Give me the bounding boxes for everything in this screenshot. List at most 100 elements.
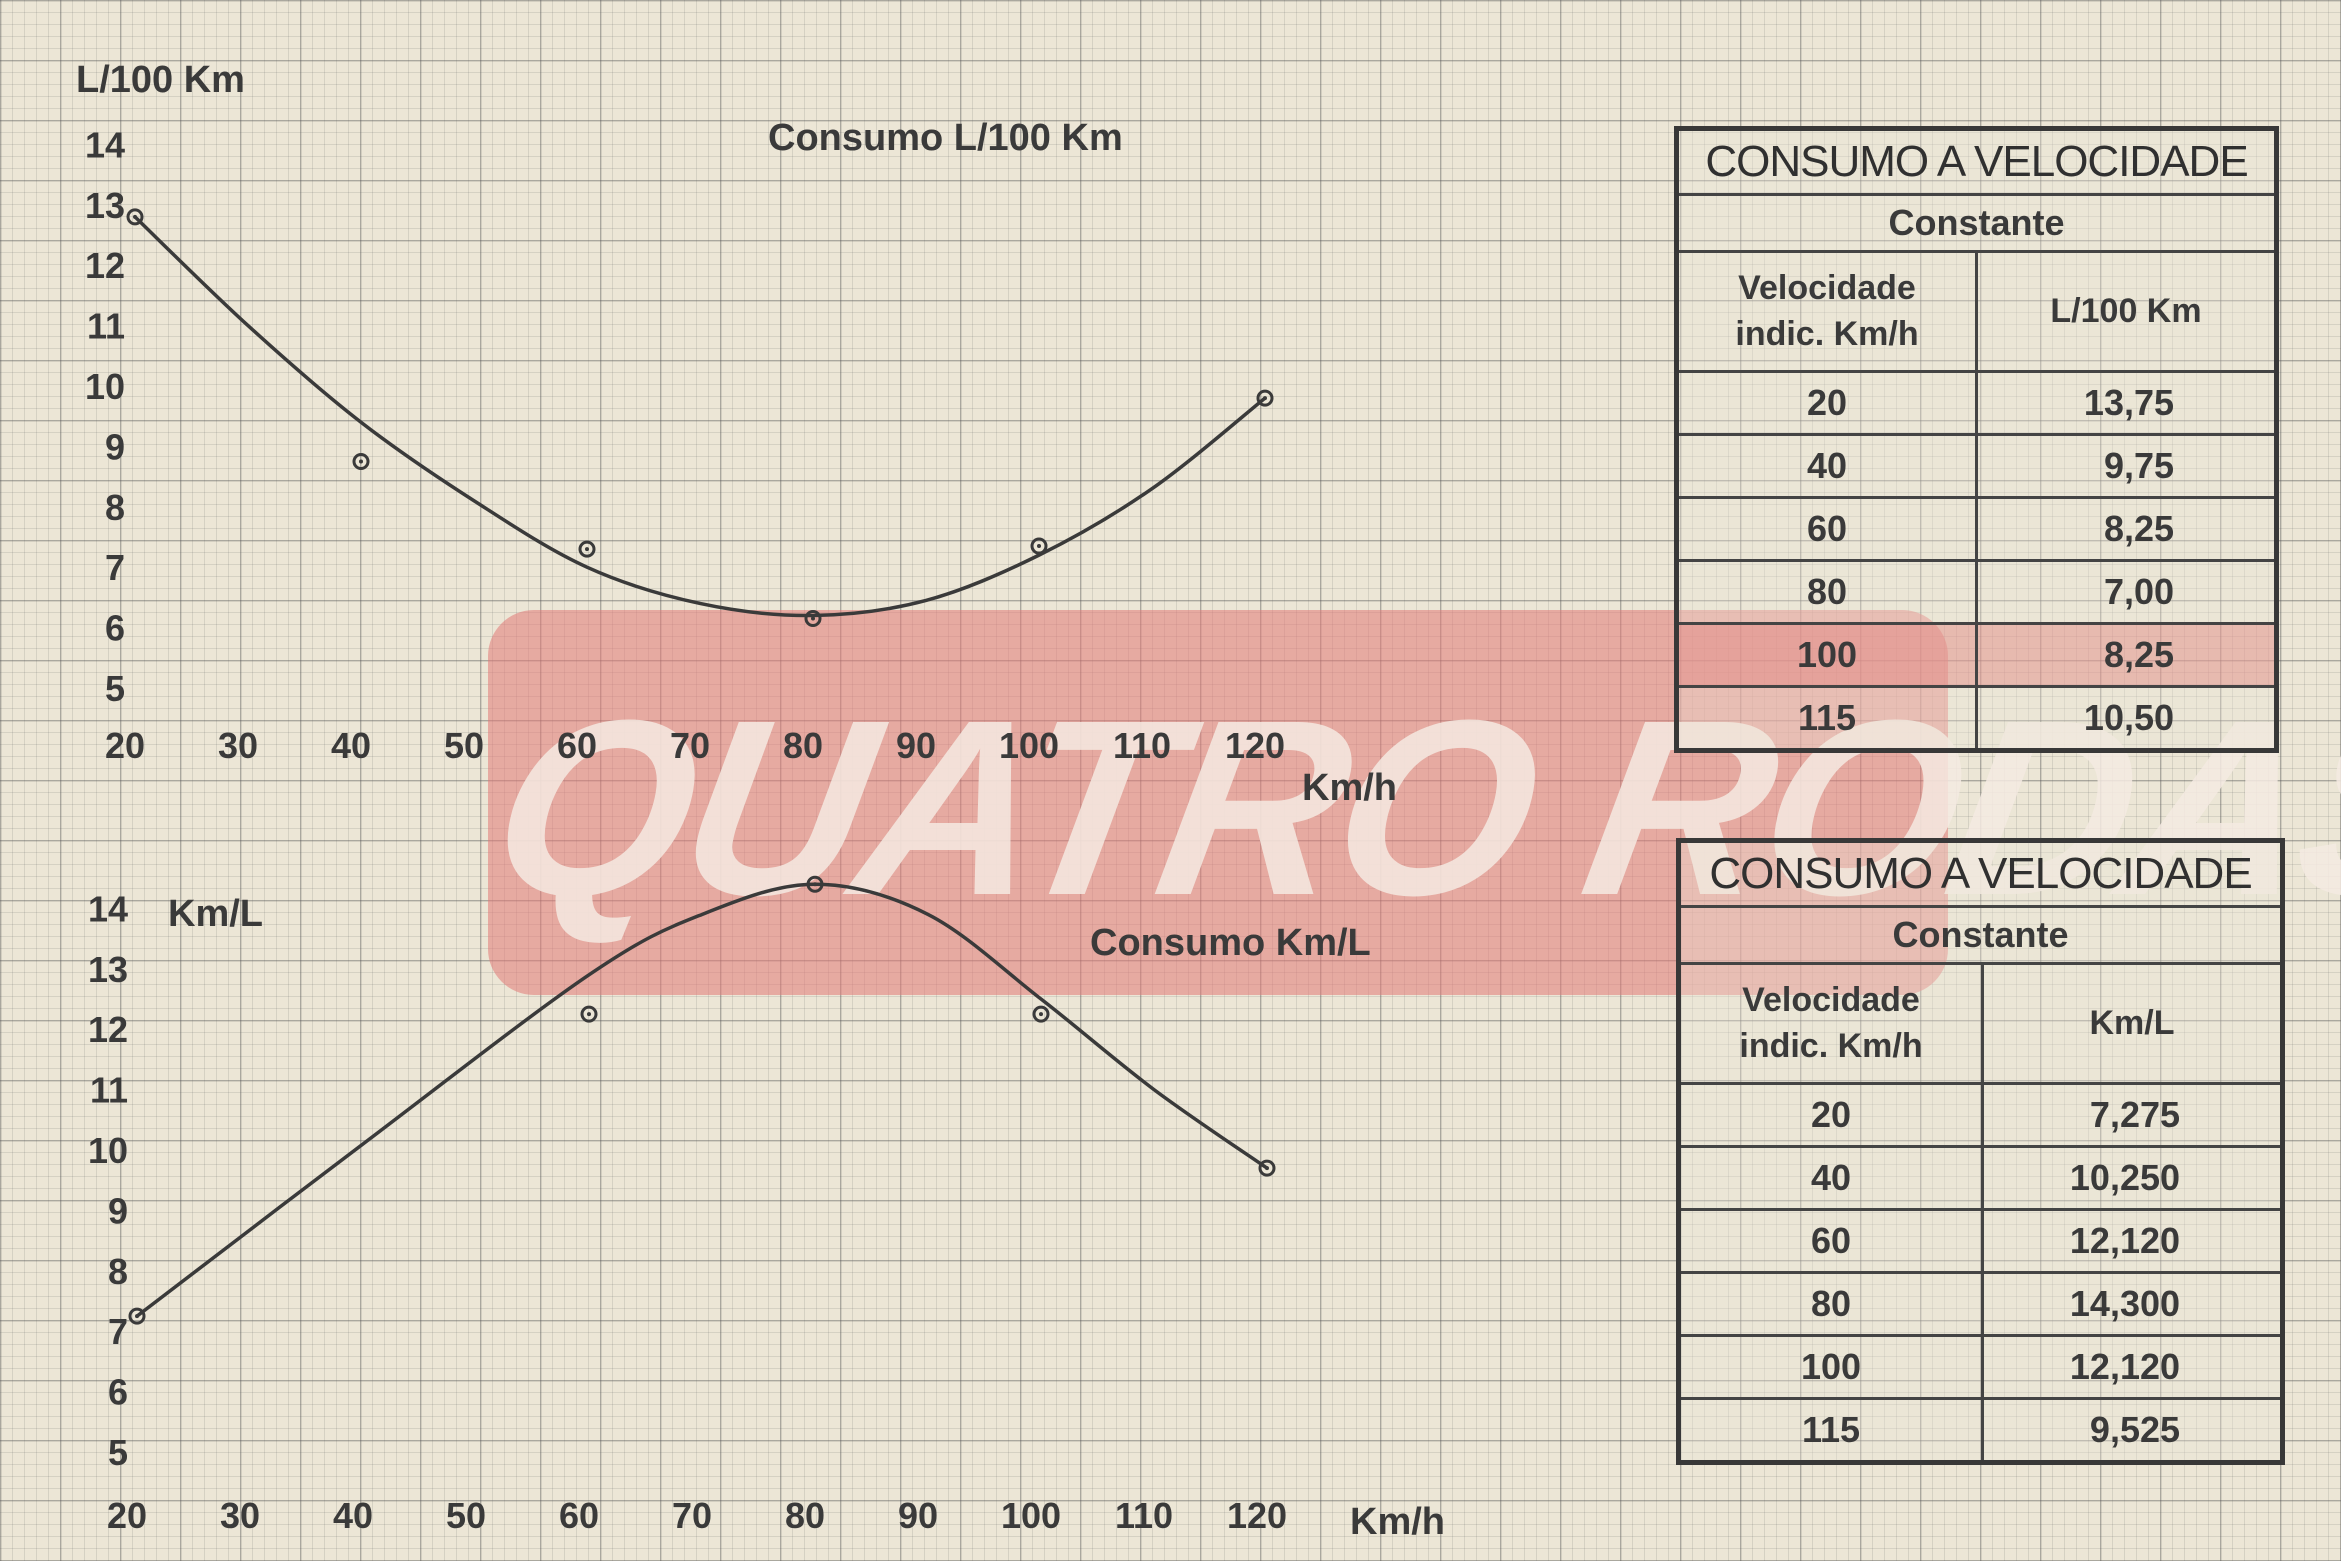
- chart-title: Consumo Km/L: [1090, 922, 1371, 964]
- speed-cell: 40: [1677, 1145, 1984, 1211]
- y-tick-label: 10: [85, 366, 125, 407]
- consumption-cell: 12,120: [1980, 1208, 2285, 1274]
- table-subtitle: Constante: [1676, 905, 2285, 965]
- table-row: 115 9,525: [1677, 1397, 2285, 1464]
- table-row: 80 7,00: [1675, 559, 2279, 625]
- x-tick-label: 100: [1001, 1495, 1061, 1536]
- speed-cell: 20: [1675, 370, 1978, 436]
- table-row: 40 9,75: [1675, 433, 2279, 499]
- table-row: 20 7,275: [1677, 1082, 2285, 1148]
- x-tick-label: 90: [898, 1495, 938, 1536]
- consumption-cell: 9,525: [1980, 1397, 2285, 1464]
- speed-cell: 20: [1677, 1082, 1984, 1148]
- data-point: [580, 1005, 598, 1023]
- column-header-speed: Velocidade indic. Km/h: [1675, 250, 1978, 373]
- x-tick-label: 120: [1227, 1495, 1287, 1536]
- column-header-speed: Velocidade indic. Km/h: [1677, 962, 1984, 1085]
- data-point-center: [1037, 544, 1041, 549]
- x-axis-label: Km/h: [1350, 1501, 1445, 1543]
- speed-cell: 100: [1675, 622, 1978, 688]
- consumption-cell: 13,75: [1974, 370, 2279, 436]
- table-title: CONSUMO A VELOCIDADE: [1674, 127, 2279, 196]
- y-tick-label: 12: [88, 1009, 128, 1050]
- chart-l-per-100km: Consumo L/100 Km L/100 Km Km/h 14 13 12 11 10 9 8…: [76, 59, 1397, 809]
- y-tick-label: 13: [88, 949, 128, 990]
- table-row: 60 12,120: [1677, 1208, 2285, 1274]
- data-point-center: [133, 214, 137, 219]
- x-tick-label: 20: [105, 725, 145, 766]
- speed-cell: 100: [1677, 1334, 1984, 1400]
- x-tick-label: 60: [557, 725, 597, 766]
- consumption-cell: 10,250: [1980, 1145, 2285, 1211]
- data-point: [1258, 1159, 1276, 1177]
- consumption-cell: 9,75: [1974, 433, 2279, 499]
- column-header-consumption: L/100 Km: [1974, 250, 2279, 373]
- data-point-center: [585, 547, 589, 552]
- column-header-consumption: Km/L: [1980, 962, 2285, 1085]
- x-tick-label: 30: [218, 725, 258, 766]
- data-point-center: [587, 1012, 591, 1017]
- y-tick-label: 11: [90, 1070, 128, 1111]
- x-tick-label: 80: [785, 1495, 825, 1536]
- y-tick-label: 14: [85, 124, 125, 165]
- y-tick-label: 14: [88, 888, 128, 929]
- x-tick-label: 70: [670, 725, 710, 766]
- y-tick-label: 13: [85, 185, 125, 226]
- x-tick-label: 50: [446, 1495, 486, 1536]
- data-point: [804, 610, 822, 628]
- y-tick-label: 7: [105, 547, 125, 588]
- data-point: [126, 208, 144, 226]
- x-axis-label: Km/h: [1302, 767, 1397, 809]
- consumption-cell: 12,120: [1980, 1334, 2285, 1400]
- x-tick-label: 110: [1115, 1495, 1173, 1536]
- data-point: [1256, 389, 1274, 407]
- data-point-center: [811, 616, 815, 621]
- speed-cell: 40: [1675, 433, 1978, 499]
- table-l-per-100km: CONSUMO A VELOCIDADE Constante Velocidad…: [1674, 126, 2280, 753]
- y-tick-label: 8: [105, 487, 125, 528]
- table-row: 80 14,300: [1677, 1271, 2285, 1337]
- y-tick-label: 9: [108, 1190, 128, 1231]
- table-km-per-l: CONSUMO A VELOCIDADE Constante Velocidad…: [1676, 838, 2286, 1465]
- y-tick-label: 9: [105, 426, 125, 467]
- consumption-cell: 8,25: [1974, 496, 2279, 562]
- table-subtitle: Constante: [1674, 193, 2279, 253]
- consumption-cell: 14,300: [1980, 1271, 2285, 1337]
- table-row: 100 8,25: [1675, 622, 2279, 688]
- y-tick-label: 5: [105, 668, 125, 709]
- x-tick-label: 110: [1113, 725, 1171, 766]
- data-point-center: [1039, 1012, 1043, 1017]
- data-point-center: [359, 459, 363, 464]
- consumption-cell: 10,50: [1974, 685, 2279, 752]
- speed-cell: 80: [1675, 559, 1978, 625]
- speed-cell: 115: [1675, 685, 1978, 752]
- series-line: [135, 882, 1268, 1318]
- y-tick-label: 5: [108, 1432, 128, 1473]
- data-point: [806, 875, 824, 893]
- y-axis-label: Km/L: [168, 893, 263, 935]
- data-point-center: [1263, 396, 1267, 401]
- x-tick-label: 40: [331, 725, 371, 766]
- x-tick-label: 30: [220, 1495, 260, 1536]
- x-tick-label: 80: [783, 725, 823, 766]
- speed-cell: 115: [1677, 1397, 1984, 1464]
- consumption-cell: 7,275: [1980, 1082, 2285, 1148]
- data-point: [128, 1307, 146, 1325]
- chart-km-per-l: Consumo Km/L Km/L Km/h 14 13 12 11 10 9 8 7 6 5 20 30 4…: [88, 875, 1445, 1543]
- data-point-center: [813, 882, 817, 887]
- data-point-center: [1265, 1166, 1269, 1171]
- x-tick-label: 90: [896, 725, 936, 766]
- speed-cell: 60: [1675, 496, 1978, 562]
- table-row: 20 13,75: [1675, 370, 2279, 436]
- x-tick-label: 20: [107, 1495, 147, 1536]
- x-tick-label: 50: [444, 725, 484, 766]
- table-row: 100 12,120: [1677, 1334, 2285, 1400]
- data-point: [352, 453, 370, 470]
- consumption-cell: 8,25: [1974, 622, 2279, 688]
- data-point-center: [135, 1314, 139, 1319]
- data-point: [578, 540, 596, 558]
- speed-cell: 60: [1677, 1208, 1984, 1274]
- speed-cell: 80: [1677, 1271, 1984, 1337]
- x-tick-label: 100: [999, 725, 1059, 766]
